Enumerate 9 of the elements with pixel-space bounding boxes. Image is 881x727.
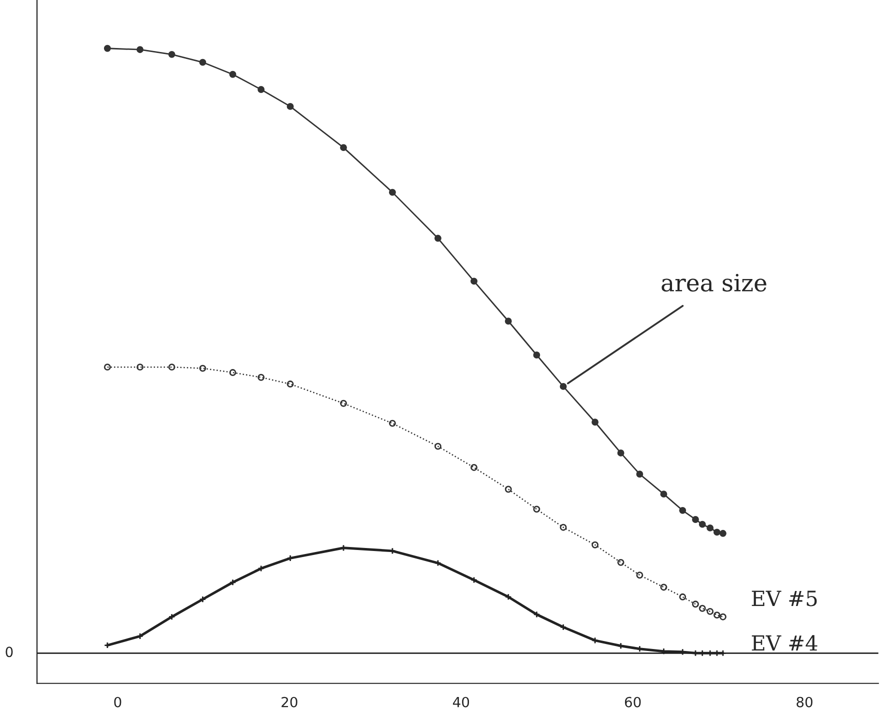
x-tick-label: 80 (796, 696, 812, 708)
x-tick-label: 60 (624, 696, 641, 708)
text: area size (662, 274, 766, 292)
series-label: EV #5 (752, 590, 817, 606)
x-tick-label: 40 (452, 696, 470, 708)
x-tick-label: 0 (114, 696, 122, 708)
series-label: EV #4 (752, 635, 818, 651)
text: 0 (6, 646, 13, 658)
x-tick-label: 20 (282, 696, 298, 708)
